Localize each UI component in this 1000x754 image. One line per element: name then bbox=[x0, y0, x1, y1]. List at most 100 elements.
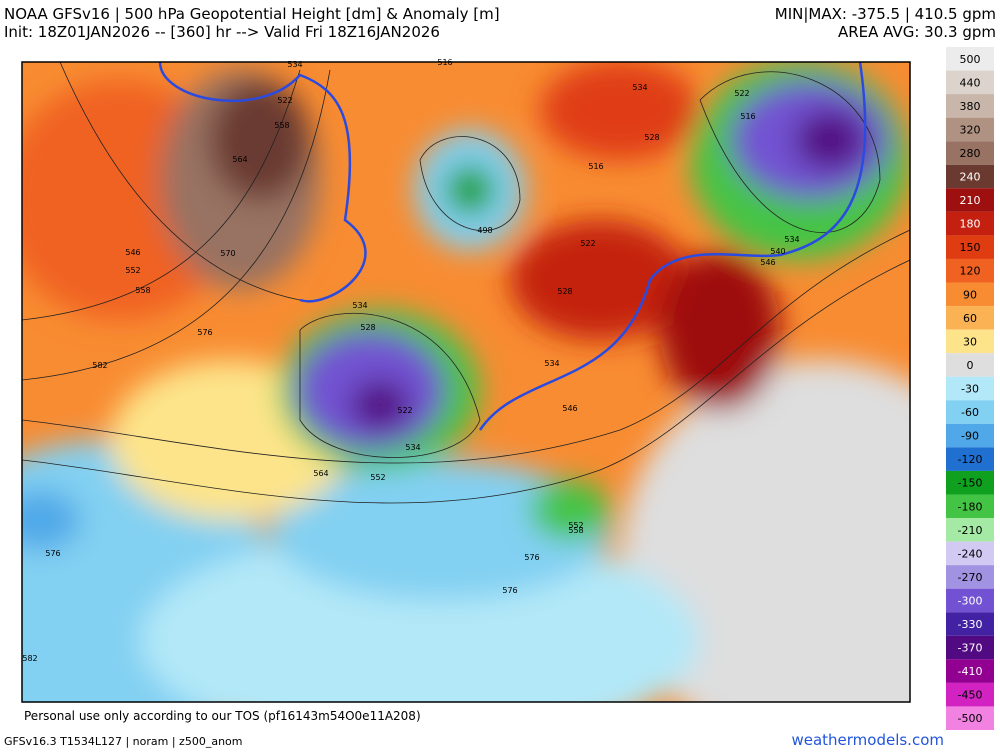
contour-label: 498 bbox=[477, 226, 492, 235]
contour-label: 528 bbox=[644, 133, 659, 142]
colorbar-swatch bbox=[946, 565, 994, 589]
contour-label: 522 bbox=[734, 89, 749, 98]
title: NOAA GFSv16 | 500 hPa Geopotential Heigh… bbox=[4, 5, 500, 23]
colorbar-swatch bbox=[946, 635, 994, 660]
contour-label: 576 bbox=[197, 328, 212, 337]
contour-label: 558 bbox=[274, 121, 289, 130]
colorbar-swatch bbox=[946, 470, 994, 495]
colorbar-label: 440 bbox=[960, 76, 981, 89]
contour-label: 570 bbox=[220, 249, 235, 258]
colorbar-label: 60 bbox=[963, 312, 977, 325]
colorbar-swatch bbox=[946, 612, 994, 636]
colorbar-label: -410 bbox=[958, 665, 983, 678]
colorbar-swatch bbox=[946, 235, 994, 259]
contour-label: 546 bbox=[760, 258, 775, 267]
tos: Personal use only according to our TOS (… bbox=[24, 709, 421, 723]
contour-label: 546 bbox=[125, 248, 140, 257]
colorbar-label: -500 bbox=[958, 712, 983, 725]
contour-label: 534 bbox=[632, 83, 647, 92]
contour-label: 534 bbox=[352, 301, 367, 310]
colorbar-label: 500 bbox=[960, 53, 981, 66]
colorbar-label: -300 bbox=[958, 594, 983, 607]
colorbar-swatch bbox=[946, 518, 994, 542]
colorbar-swatch bbox=[946, 258, 994, 283]
colorbar-label: 30 bbox=[963, 335, 977, 348]
colorbar-label: 240 bbox=[960, 171, 981, 184]
map-frame bbox=[21, 61, 911, 703]
colorbar-label: 380 bbox=[960, 100, 981, 113]
colorbar-swatch bbox=[946, 659, 994, 683]
contour-label: 522 bbox=[277, 96, 292, 105]
contour-label: 552 bbox=[370, 473, 385, 482]
contour-label: 558 bbox=[135, 286, 150, 295]
contour-label: 540 bbox=[770, 247, 785, 256]
contour-label: 528 bbox=[557, 287, 572, 296]
contour-label: 534 bbox=[405, 443, 420, 452]
colorbar-label: 210 bbox=[960, 194, 981, 207]
colorbar-label: -330 bbox=[958, 618, 983, 631]
colorbar-swatch bbox=[946, 47, 994, 71]
colorbar-label: 280 bbox=[960, 147, 981, 160]
model-info: GFSv16.3 T1534L127 | noram | z500_anom bbox=[4, 735, 242, 748]
colorbar-label: -30 bbox=[961, 383, 979, 396]
contour-label: 576 bbox=[524, 553, 539, 562]
colorbar-label: 0 bbox=[967, 359, 974, 372]
colorbar-swatch bbox=[946, 117, 994, 142]
colorbar-swatch bbox=[946, 706, 994, 730]
colorbar-label: 120 bbox=[960, 265, 981, 278]
contour-label: 576 bbox=[45, 549, 60, 558]
colorbar-label: 90 bbox=[963, 288, 977, 301]
colorbar-swatch bbox=[946, 141, 994, 165]
colorbar-label: -240 bbox=[958, 547, 983, 560]
contour-label: 564 bbox=[313, 469, 328, 478]
map bbox=[22, 62, 910, 702]
colorbar-label: -180 bbox=[958, 500, 983, 513]
contour-label: 582 bbox=[22, 654, 37, 663]
area-avg: AREA AVG: 30.3 gpm bbox=[838, 23, 996, 41]
contour-label: 516 bbox=[588, 162, 603, 171]
colorbar-swatch bbox=[946, 282, 994, 307]
colorbar-swatch bbox=[946, 682, 994, 707]
contour-label: 516 bbox=[740, 112, 755, 121]
colorbar-swatch bbox=[946, 211, 994, 236]
colorbar-label: -150 bbox=[958, 477, 983, 490]
colorbar-swatch bbox=[946, 188, 994, 212]
colorbar-label: -120 bbox=[958, 453, 983, 466]
contour-label: 552 bbox=[568, 521, 583, 530]
contour-label: 546 bbox=[562, 404, 577, 413]
colorbar-swatch bbox=[946, 376, 994, 401]
colorbar-label: 180 bbox=[960, 218, 981, 231]
colorbar-swatch bbox=[946, 494, 994, 519]
colorbar-swatch bbox=[946, 400, 994, 424]
contour-label: 558 bbox=[568, 526, 583, 535]
colorbar-label: 320 bbox=[960, 123, 981, 136]
colorbar-label: 150 bbox=[960, 241, 981, 254]
contour-label: 534 bbox=[544, 359, 559, 368]
colorbar-swatch bbox=[946, 588, 994, 613]
colorbar-swatch bbox=[946, 70, 994, 95]
colorbar-swatch bbox=[946, 329, 994, 354]
contour-label: 534 bbox=[784, 235, 799, 244]
colorbar-label: -210 bbox=[958, 524, 983, 537]
colorbar-label: -450 bbox=[958, 689, 983, 702]
colorbar-label: -60 bbox=[961, 406, 979, 419]
colorbar-swatch bbox=[946, 447, 994, 471]
minmax: MIN|MAX: -375.5 | 410.5 gpm bbox=[775, 5, 996, 23]
colorbar-swatch bbox=[946, 353, 994, 377]
contour-label: 534 bbox=[287, 60, 302, 69]
colorbar-swatch bbox=[946, 94, 994, 118]
contour-label: 564 bbox=[232, 155, 247, 164]
contour-label: 552 bbox=[125, 266, 140, 275]
contour-label: 516 bbox=[437, 58, 452, 67]
init: Init: 18Z01JAN2026 -- [360] hr --> Valid… bbox=[4, 23, 440, 41]
contour-label: 522 bbox=[580, 239, 595, 248]
colorbar-swatch bbox=[946, 164, 994, 189]
colorbar-swatch bbox=[946, 541, 994, 566]
colorbar-swatch bbox=[946, 306, 994, 330]
contour-label: 522 bbox=[397, 406, 412, 415]
contour-label: 576 bbox=[502, 586, 517, 595]
contour-label: 582 bbox=[92, 361, 107, 370]
site[interactable]: weathermodels.com bbox=[791, 731, 944, 749]
colorbar-swatch bbox=[946, 423, 994, 448]
